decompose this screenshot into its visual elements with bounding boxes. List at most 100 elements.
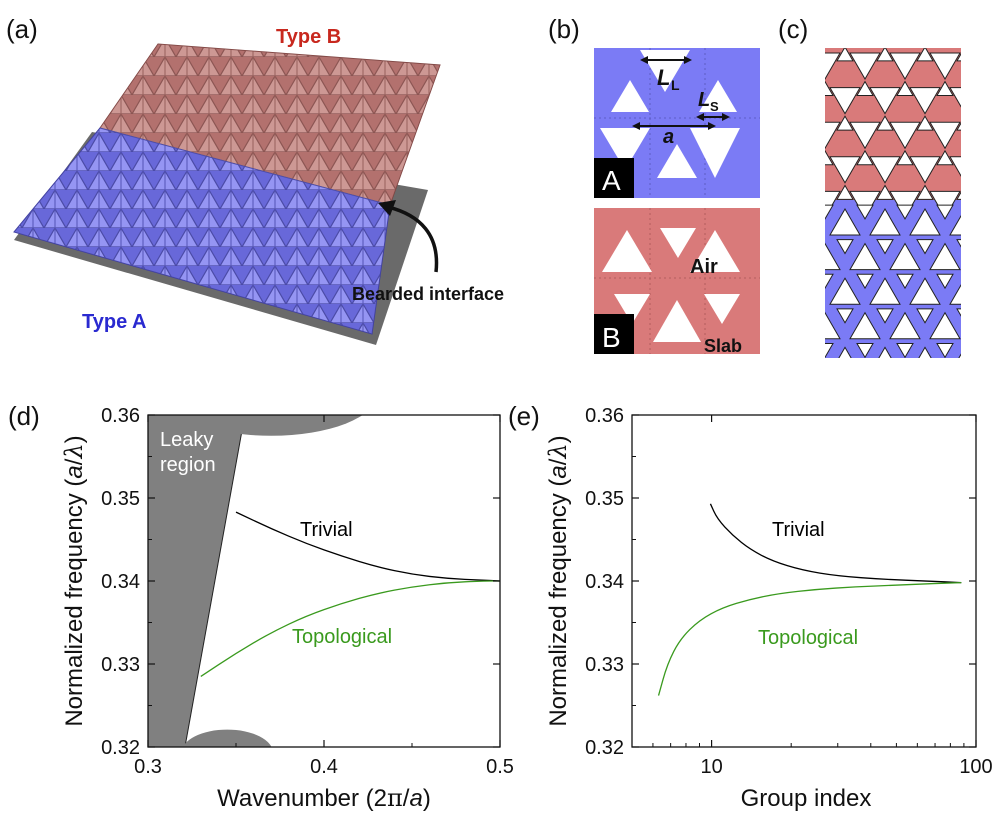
air-hole [997, 309, 1008, 323]
air-hole [849, 190, 881, 219]
air-hole [825, 80, 834, 97]
y-tick-label: 0.32 [585, 737, 624, 759]
air-hole [777, 205, 793, 219]
air-hole [825, 242, 841, 271]
air-hole [690, 230, 740, 272]
panel-d: (d) 0.320.330.340.350.360.3 0.4 0.5 Leaky … [8, 401, 514, 812]
air-hole [777, 343, 793, 357]
holes-b [770, 48, 1008, 219]
air-hole [600, 128, 650, 170]
air-hole [956, 53, 961, 62]
panel-c: (c) [770, 14, 1008, 358]
plot-d-series [200, 511, 500, 677]
air-hole [909, 156, 941, 184]
air-hole [956, 308, 961, 317]
series-label-topological-e: Topological [758, 627, 858, 649]
air-hole [889, 52, 921, 80]
series-label-topological: Topological [292, 626, 392, 648]
air-hole [849, 311, 881, 340]
y-tick-label: 0.35 [585, 488, 624, 510]
air-hole [970, 53, 1000, 79]
air-hole [660, 228, 696, 258]
air-hole [704, 294, 740, 324]
y-tick-label: 0.32 [101, 737, 140, 759]
air-hole [990, 88, 1008, 114]
air-hole [869, 156, 901, 184]
air-hole [916, 308, 934, 324]
plot-d-xlabel: Wavenumber (2π/a) [217, 784, 431, 812]
air-hole [856, 342, 874, 358]
air-hole [970, 122, 1000, 148]
air-hole [790, 88, 820, 114]
air-label: Air [690, 256, 718, 278]
air-hole [836, 48, 854, 62]
holes-a [777, 204, 1008, 358]
air-hole [977, 274, 993, 288]
air-hole [856, 80, 874, 97]
y-tick-label: 0.35 [101, 488, 140, 510]
air-hole [849, 121, 881, 150]
air-hole [958, 353, 961, 358]
air-hole [653, 300, 701, 342]
cell-b-tag-box [594, 314, 634, 354]
air-hole [790, 157, 820, 183]
air-hole [856, 149, 874, 166]
air-hole [869, 208, 901, 236]
air-hole [770, 53, 800, 79]
air-hole [797, 185, 813, 199]
air-hole [856, 204, 874, 220]
air-hole [970, 313, 1000, 339]
air-hole [889, 242, 921, 271]
leaky-region [148, 415, 363, 747]
air-hole [829, 156, 861, 184]
plot-e-area [657, 503, 962, 696]
air-hole [836, 184, 854, 200]
y-tick-label: 0.33 [585, 654, 624, 676]
air-hole [602, 230, 652, 272]
panel-e: (e) 0.32 0.33 0.34 0.35 0.36 10 100 Trivial To… [508, 401, 993, 812]
air-hole [777, 274, 793, 288]
series-line-topological [200, 580, 500, 677]
air-hole [929, 190, 961, 219]
air-hole [916, 239, 934, 255]
air-hole [990, 209, 1008, 235]
air-hole [825, 190, 841, 219]
panel-a: (a) Type B Type A Bearded interface [6, 14, 504, 345]
air-hole [997, 116, 1008, 130]
air-hole [699, 80, 737, 112]
type-b-label: Type B [276, 26, 341, 48]
air-hole [909, 277, 941, 305]
leaky-region-cone [148, 415, 245, 747]
leaky-label-line1: Leaky [160, 429, 213, 451]
air-hole [690, 128, 740, 178]
slab-label: Slab [704, 336, 742, 356]
interface-arrow [387, 205, 439, 273]
air-hole [829, 87, 861, 115]
air-hole [916, 184, 934, 200]
air-hole [825, 311, 841, 340]
air-hole [797, 116, 813, 130]
air-hole [916, 48, 934, 62]
air-hole [949, 156, 961, 177]
air-hole [977, 205, 993, 219]
light-line [184, 415, 246, 747]
air-hole [611, 80, 649, 112]
air-hole [896, 149, 914, 166]
air-hole [770, 122, 800, 148]
plot-d-area [148, 415, 500, 747]
air-hole [936, 149, 954, 166]
cell-a-tag: A [602, 165, 621, 196]
air-hole [929, 121, 961, 150]
air-hole [829, 277, 861, 305]
air-hole [829, 208, 861, 236]
air-hole [790, 209, 820, 235]
x-tick-label: 100 [959, 756, 992, 778]
air-hole [977, 82, 993, 96]
air-hole [990, 157, 1008, 183]
type-a-label: Type A [82, 311, 146, 333]
leaky-lobe-upper [179, 415, 363, 436]
air-hole [770, 191, 800, 217]
y-tick-label: 0.33 [101, 654, 140, 676]
air-hole [876, 48, 894, 62]
air-hole [936, 80, 954, 97]
